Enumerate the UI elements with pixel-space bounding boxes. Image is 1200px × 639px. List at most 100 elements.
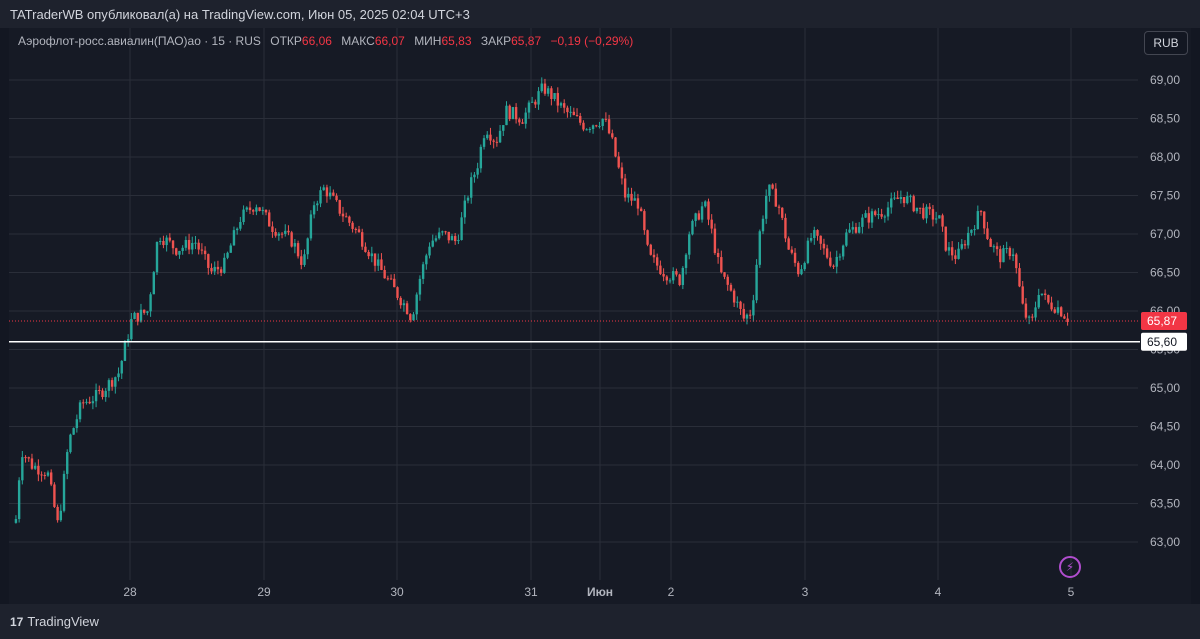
- candle-body: [591, 125, 595, 130]
- candle-body: [322, 187, 325, 191]
- candle-body: [623, 178, 627, 198]
- candle-body: [588, 129, 592, 131]
- candle-body: [277, 233, 281, 236]
- candle-body: [498, 130, 502, 143]
- candle-body: [761, 218, 765, 232]
- candle-body: [739, 301, 742, 309]
- candle-body: [688, 234, 691, 255]
- candle-body: [559, 103, 563, 106]
- candle-body: [165, 237, 168, 246]
- symbol-name[interactable]: Аэрофлот-росс.авиалин(ПАО)ао · 15 · RUS: [18, 34, 261, 48]
- candle-body: [896, 197, 899, 200]
- candle-body: [716, 252, 720, 258]
- candle-body: [633, 198, 636, 201]
- candle-body: [37, 465, 40, 475]
- candle-body: [790, 249, 794, 253]
- candle-body: [1015, 254, 1018, 269]
- candle-body: [537, 91, 540, 105]
- candle-body: [697, 213, 701, 220]
- top-bar: TATraderWB опубликовал(а) на TradingView…: [0, 0, 1200, 28]
- candle-body: [114, 377, 117, 387]
- candle-body: [1002, 248, 1005, 263]
- candle-body: [207, 254, 210, 268]
- candle-body: [447, 231, 450, 241]
- candle-body: [983, 211, 986, 229]
- candle-body: [399, 297, 402, 306]
- candle-body: [668, 280, 672, 282]
- candle-body: [745, 314, 749, 319]
- candle-body: [534, 101, 537, 105]
- x-tick-label: Июн: [587, 585, 613, 599]
- candle-body: [841, 245, 845, 257]
- current-price-tag: [1141, 312, 1187, 331]
- candle-body: [835, 256, 838, 267]
- candle-body: [1063, 316, 1066, 319]
- candle-body: [457, 239, 460, 242]
- candle-body: [181, 247, 184, 252]
- candle-body: [341, 213, 345, 217]
- candle-body: [470, 177, 473, 198]
- candle-body: [133, 312, 136, 319]
- price-chart[interactable]: 63,0063,5064,0064,5065,0065,5066,0066,50…: [0, 0, 1200, 604]
- candle-body: [582, 122, 585, 130]
- candle-body: [78, 402, 82, 420]
- candle-body: [40, 474, 43, 476]
- candle-body: [970, 229, 973, 233]
- candle-body: [85, 401, 88, 403]
- candle-body: [476, 168, 479, 175]
- brand[interactable]: 17 TradingView: [10, 614, 99, 629]
- candle-body: [293, 243, 297, 247]
- candle-body: [569, 111, 572, 113]
- candle-body: [1066, 318, 1069, 322]
- candle-body: [546, 88, 550, 94]
- candle-body: [813, 230, 816, 239]
- candle-body: [1040, 293, 1044, 296]
- candle-body: [43, 475, 46, 477]
- y-tick-label: 68,00: [1150, 150, 1180, 164]
- candle-body: [110, 380, 114, 387]
- x-tick-label: 30: [390, 585, 404, 599]
- candle-body: [883, 216, 887, 218]
- candle-body: [306, 238, 309, 255]
- candle-body: [620, 167, 624, 179]
- candle-body: [553, 93, 556, 99]
- candle-body: [178, 251, 181, 255]
- candle-body: [213, 266, 216, 272]
- candle-body: [870, 211, 874, 223]
- candle-body: [995, 246, 999, 250]
- candle-body: [675, 271, 678, 275]
- candle-body: [861, 217, 864, 227]
- candle-body: [543, 83, 547, 94]
- candle-body: [732, 290, 736, 303]
- low-value: 65,83: [441, 34, 472, 48]
- candle-body: [203, 250, 207, 255]
- candle-body: [216, 266, 220, 270]
- close-label: ЗАКР: [480, 34, 512, 48]
- candle-body: [857, 226, 861, 233]
- candle-body: [171, 240, 175, 249]
- candle-body: [1047, 295, 1050, 303]
- candle-body: [191, 242, 194, 250]
- candle-body: [575, 115, 579, 117]
- high-value: 66,07: [374, 34, 405, 48]
- candle-body: [825, 248, 829, 258]
- candle-body: [415, 294, 418, 315]
- lightning-icon[interactable]: ⚡: [1059, 556, 1081, 578]
- candle-body: [338, 200, 341, 214]
- low-label: МИН: [414, 34, 442, 48]
- candle-body: [274, 231, 277, 236]
- currency-button[interactable]: RUB: [1144, 31, 1188, 55]
- candle-body: [530, 101, 534, 103]
- candle-body: [466, 197, 470, 201]
- change-value: −0,19 (−0,29%): [550, 34, 634, 48]
- candle-body: [373, 253, 377, 266]
- candle-body: [928, 206, 931, 210]
- candle-body: [377, 259, 380, 266]
- candle-body: [838, 256, 842, 258]
- candle-body: [223, 257, 226, 273]
- candle-body: [290, 232, 293, 247]
- candle-body: [175, 248, 178, 255]
- candle-body: [765, 195, 768, 219]
- y-tick-label: 67,00: [1150, 227, 1180, 241]
- candle-body: [678, 274, 681, 285]
